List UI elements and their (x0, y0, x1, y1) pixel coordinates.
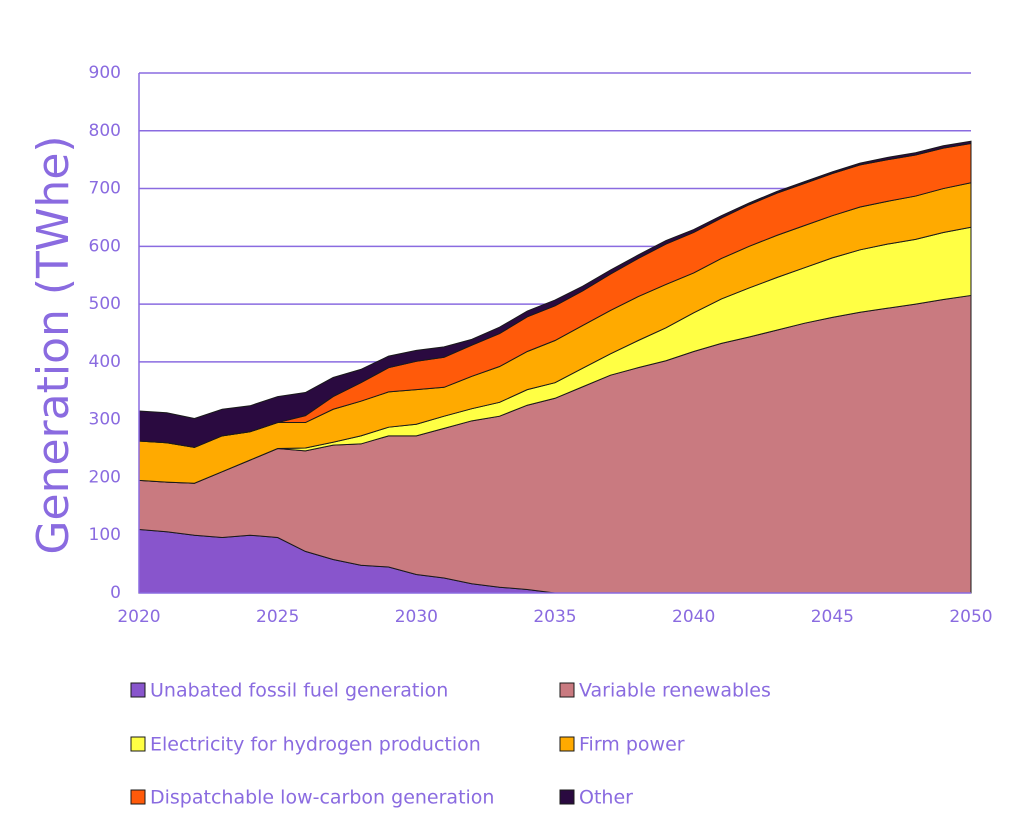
x-tick-label-2045: 2045 (811, 607, 854, 627)
legend-item-electricity-for-hydrogen-production: Electricity for hydrogen production (130, 734, 481, 756)
legend-swatch-firm-power (559, 736, 575, 752)
legend: Unabated fossil fuel generation Variable … (130, 680, 771, 809)
legend-label-electricity-for-hydrogen-production: Electricity for hydrogen production (150, 734, 481, 756)
x-tick-label-2050: 2050 (949, 607, 992, 627)
y-tick-label-200: 200 (89, 467, 121, 487)
legend-label-unabated-fossil-fuel-generation: Unabated fossil fuel generation (150, 680, 448, 702)
y-axis-label: Generation (TWhe) (28, 135, 79, 554)
y-tick-labels: 0 100 200 300 400 500 600 700 800 900 (89, 63, 121, 603)
y-tick-label-800: 800 (89, 121, 121, 141)
x-tick-label-2030: 2030 (395, 607, 438, 627)
legend-swatch-dispatchable-low-carbon-generation (130, 789, 146, 805)
x-tick-label-2040: 2040 (672, 607, 715, 627)
axes (138, 73, 971, 594)
legend-swatch-variable-renewables (559, 682, 575, 698)
legend-item-dispatchable-low-carbon-generation: Dispatchable low-carbon generation (130, 787, 494, 809)
legend-item-other: Other (559, 787, 633, 809)
area-other (138, 140, 972, 448)
legend-item-firm-power: Firm power (559, 734, 685, 756)
y-tick-label-100: 100 (89, 525, 121, 545)
legend-swatch-electricity-for-hydrogen-production (130, 736, 146, 752)
x-tick-label-2025: 2025 (256, 607, 299, 627)
legend-label-dispatchable-low-carbon-generation: Dispatchable low-carbon generation (150, 787, 494, 809)
legend-label-other: Other (579, 787, 633, 809)
y-tick-label-900: 900 (89, 63, 121, 83)
legend-item-variable-renewables: Variable renewables (559, 680, 771, 702)
y-tick-label-300: 300 (89, 410, 121, 430)
x-tick-label-2035: 2035 (533, 607, 576, 627)
y-tick-label-0: 0 (110, 583, 121, 603)
y-tick-label-400: 400 (89, 352, 121, 372)
legend-swatch-other (559, 789, 575, 805)
legend-swatch-unabated-fossil-fuel-generation (130, 682, 146, 698)
y-tick-label-600: 600 (89, 236, 121, 256)
area-series (138, 140, 972, 594)
x-tick-label-2020: 2020 (117, 607, 160, 627)
x-tick-labels: 2020 2025 2030 2035 2040 2045 2050 (117, 607, 992, 627)
y-tick-label-500: 500 (89, 294, 121, 314)
y-tick-label-700: 700 (89, 179, 121, 199)
legend-label-firm-power: Firm power (579, 734, 685, 756)
legend-label-variable-renewables: Variable renewables (579, 680, 771, 702)
legend-item-unabated-fossil-fuel-generation: Unabated fossil fuel generation (130, 680, 448, 702)
